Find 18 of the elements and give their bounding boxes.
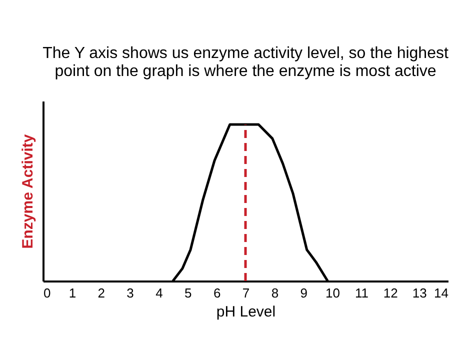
x-tick-label: 7 [242, 286, 250, 300]
y-axis-title: Enzyme Activity [20, 134, 36, 249]
x-tick-label: 0 [44, 286, 51, 300]
x-axis-title: pH Level [216, 304, 276, 320]
x-tick-label: 13 [412, 286, 427, 300]
x-tick-label: 14 [434, 286, 448, 300]
x-tick-label: 5 [184, 286, 192, 300]
x-tick-label: 11 [354, 286, 368, 300]
x-tick-label: 8 [271, 286, 279, 300]
x-tick-label: 12 [383, 286, 398, 300]
x-tick-label: 4 [156, 286, 163, 300]
x-tick-label: 6 [213, 286, 221, 300]
x-tick-label: 3 [126, 286, 134, 300]
x-tick-label: 2 [98, 286, 105, 300]
x-tick-label: 1 [68, 286, 76, 300]
x-tick-label: 9 [300, 286, 308, 300]
chart-title: The Y axis shows us enzyme activity level, so the highest point on the graph is where the enzyme is most active [42, 45, 449, 80]
x-tick-label: 10 [326, 286, 340, 300]
